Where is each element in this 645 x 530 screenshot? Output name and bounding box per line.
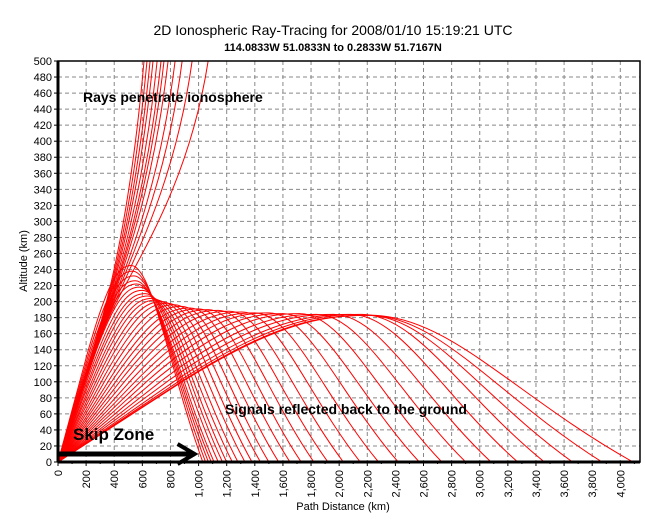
y-tick-label: 280 [34, 232, 52, 244]
reflected-ray [58, 310, 344, 462]
x-tick-label: 800 [165, 470, 177, 488]
reflected-ray [58, 313, 492, 462]
reflected-ray [58, 309, 329, 462]
reflected-ray [58, 289, 223, 462]
rays [58, 61, 634, 462]
reflected-ray [58, 304, 270, 462]
x-tick-label: 3,200 [503, 470, 515, 498]
x-tick-label: 1,000 [194, 470, 206, 498]
reflected-ray [58, 313, 545, 462]
x-tick-label: 3,600 [559, 470, 571, 498]
x-tick-label: 3,800 [587, 470, 599, 498]
reflected-ray [58, 311, 361, 462]
x-axis-label: Path Distance (km) [296, 501, 390, 513]
y-tick-label: 400 [34, 136, 52, 148]
y-tick-label: 0 [46, 457, 52, 469]
reflected-ray [58, 297, 239, 462]
reflected-ray [58, 286, 219, 462]
axes [56, 60, 641, 464]
reflected-ray [58, 312, 379, 462]
reflected-ray [58, 301, 253, 462]
skip-zone-arrow [58, 442, 199, 466]
x-tick-label: 1,800 [306, 470, 318, 498]
x-tick-label: 3,000 [475, 470, 487, 498]
x-tick-label: 600 [137, 470, 149, 488]
penetrating-ray [58, 61, 193, 462]
reflected-ray [58, 305, 280, 462]
x-tick-label: 1,600 [278, 470, 290, 498]
reflected-ray [58, 313, 443, 462]
y-tick-label: 160 [34, 329, 52, 341]
y-tick-label: 320 [34, 200, 52, 212]
x-tick-label: 2,200 [362, 470, 374, 498]
reflected-ray [58, 312, 399, 462]
chart-title: 2D Ionospheric Ray-Tracing for 2008/01/1… [153, 22, 512, 38]
y-tick-label: 200 [34, 297, 52, 309]
y-tick-label: 140 [34, 345, 52, 357]
y-tick-label: 60 [40, 409, 52, 421]
y-tick-label: 180 [34, 313, 52, 325]
x-tick-label: 2,800 [447, 470, 459, 498]
reflected-ray [58, 280, 212, 462]
y-tick-label: 300 [34, 216, 52, 228]
y-tick-label: 480 [34, 72, 52, 84]
y-tick-label: 20 [40, 441, 52, 453]
reflected-ray [58, 314, 634, 462]
reflected-ray [58, 313, 467, 462]
reflected-ray [58, 308, 302, 462]
y-tick-label: 340 [34, 184, 52, 196]
reflected-ray [58, 265, 204, 462]
y-tick-label: 120 [34, 361, 52, 373]
y-tick-label: 420 [34, 120, 52, 132]
x-tick-label: 1,200 [222, 470, 234, 498]
penetrating-ray [58, 61, 154, 462]
ticks: 0 200 400 600 800 1,000 1,200 1,400 1,600 1,800 2,… [34, 56, 635, 498]
y-axis-label: Altitude (km) [18, 230, 30, 292]
annotation-penetrate: Rays penetrate ionosphere [83, 89, 263, 105]
penetrating-ray [58, 61, 183, 462]
x-tick-label: 400 [109, 470, 121, 488]
x-tick-label: 4,000 [615, 470, 627, 498]
reflected-ray [58, 275, 209, 462]
x-tick-label: 2,000 [334, 470, 346, 498]
skip-zone-arrow-head [176, 442, 199, 466]
y-tick-label: 260 [34, 248, 52, 260]
y-tick-label: 360 [34, 168, 52, 180]
y-tick-label: 80 [40, 393, 52, 405]
y-tick-label: 240 [34, 265, 52, 277]
x-tick-label: 0 [53, 470, 65, 476]
penetrating-ray [58, 61, 209, 462]
reflected-ray [58, 295, 233, 462]
reflected-ray [58, 299, 246, 462]
x-tick-label: 2,400 [390, 470, 402, 498]
y-tick-label: 500 [34, 56, 52, 68]
y-tick-label: 380 [34, 152, 52, 164]
reflected-ray [58, 302, 261, 462]
reflected-ray [58, 293, 228, 462]
reflected-ray [58, 309, 315, 462]
y-tick-label: 100 [34, 377, 52, 389]
x-tick-label: 1,400 [250, 470, 262, 498]
x-tick-label: 200 [81, 470, 93, 488]
chart-subtitle: 114.0833W 51.0833N to 0.2833W 51.7167N [224, 42, 442, 54]
y-tick-label: 220 [34, 281, 52, 293]
x-tick-label: 2,600 [419, 470, 431, 498]
x-tick-label: 3,400 [531, 470, 543, 498]
y-tick-label: 40 [40, 425, 52, 437]
reflected-ray [58, 313, 420, 462]
reflected-ray [58, 270, 207, 462]
reflected-ray [58, 283, 215, 462]
y-tick-label: 440 [34, 104, 52, 116]
annotation-reflected: Signals reflected back to the ground [225, 401, 467, 417]
annotation-skip-zone: Skip Zone [73, 425, 154, 444]
y-tick-label: 460 [34, 88, 52, 100]
reflected-ray [58, 307, 291, 462]
